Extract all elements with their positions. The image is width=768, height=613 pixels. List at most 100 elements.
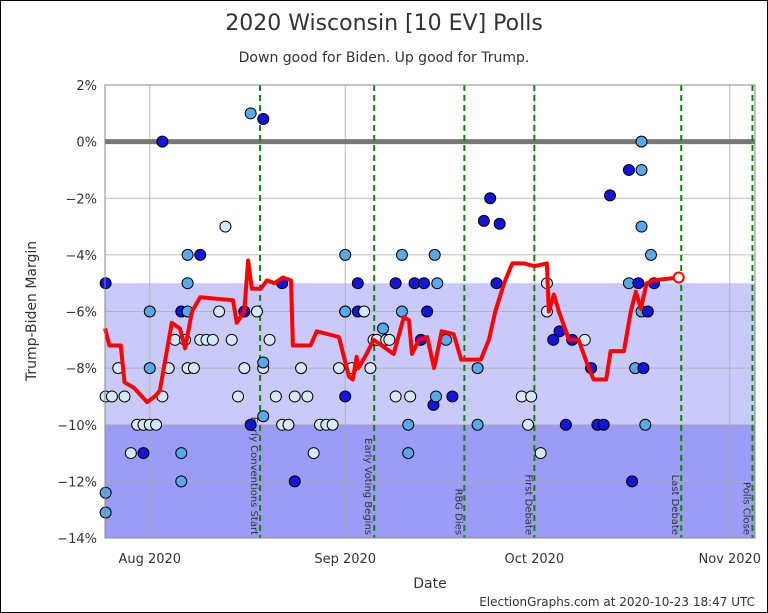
poll-point — [446, 390, 459, 403]
event-label: Polls Close — [740, 482, 751, 535]
poll-point — [181, 248, 194, 261]
poll-point — [288, 475, 301, 488]
plot-area: 2% 0% −2% −4% −6% −8% −10% −12% −14% Aug 2020 Sep … — [57, 79, 761, 567]
poll-point — [402, 447, 415, 460]
poll-point — [301, 390, 314, 403]
poll-point — [295, 362, 308, 375]
y-tick-label: −2% — [65, 192, 97, 207]
poll-point — [522, 418, 535, 431]
poll-point — [377, 322, 390, 335]
y-tick-label: −14% — [57, 532, 97, 547]
poll-point — [143, 305, 156, 318]
poll-point — [339, 305, 352, 318]
poll-point — [351, 277, 364, 290]
poll-point — [421, 305, 434, 318]
poll-point — [635, 220, 648, 233]
poll-point — [175, 475, 188, 488]
poll-point — [484, 192, 497, 205]
poll-point — [206, 333, 219, 346]
y-tick-label: 0% — [76, 136, 97, 151]
poll-point — [257, 112, 270, 125]
event-label: Early Voting Begins — [362, 438, 373, 535]
poll-point — [402, 418, 415, 431]
poll-point — [364, 362, 377, 375]
poll-point — [219, 220, 232, 233]
poll-point — [194, 248, 207, 261]
x-tick-label: Oct 2020 — [504, 552, 564, 567]
poll-point — [339, 390, 352, 403]
poll-point — [99, 486, 112, 499]
poll-point — [639, 418, 652, 431]
event-label: RBG Dies — [452, 489, 463, 535]
poll-point — [105, 390, 118, 403]
poll-point — [225, 333, 238, 346]
x-tick-label: Sep 2020 — [314, 552, 376, 567]
poll-point — [428, 248, 441, 261]
poll-point — [493, 217, 506, 230]
poll-point — [358, 305, 371, 318]
poll-point — [559, 418, 572, 431]
poll-point — [622, 163, 635, 176]
poll-point — [389, 390, 402, 403]
y-tick-label: −8% — [65, 362, 97, 377]
poll-point — [250, 305, 263, 318]
event-label: Last Debate — [669, 475, 680, 535]
poll-point — [632, 277, 645, 290]
poll-point — [395, 305, 408, 318]
y-tick-label: 2% — [76, 79, 97, 94]
poll-point — [213, 305, 226, 318]
poll-point — [156, 135, 169, 148]
poll-point — [471, 418, 484, 431]
y-axis-label: Trump-Biden Margin — [24, 241, 40, 382]
poll-point — [637, 362, 650, 375]
y-tick-label: −4% — [65, 249, 97, 264]
x-axis-label: Date — [413, 576, 446, 592]
poll-point — [418, 277, 431, 290]
poll-point — [257, 410, 270, 423]
poll-point — [99, 506, 112, 519]
poll-point — [339, 248, 352, 261]
poll-point — [635, 163, 648, 176]
poll-point — [383, 333, 396, 346]
poll-point — [244, 107, 257, 120]
plot-border — [104, 84, 756, 539]
poll-point — [124, 447, 137, 460]
poll-point — [395, 248, 408, 261]
poll-point — [431, 277, 444, 290]
poll-point — [150, 418, 163, 431]
poll-point — [137, 447, 150, 460]
poll-point — [118, 390, 131, 403]
poll-point — [326, 418, 339, 431]
poll-point — [269, 390, 282, 403]
poll-point — [238, 362, 251, 375]
x-tick-label: Nov 2020 — [698, 552, 761, 567]
poll-point — [641, 305, 654, 318]
y-tick-label: −12% — [57, 475, 97, 490]
footer: ElectionGraphs.com at 2020-10-23 18:47 U… — [479, 595, 755, 609]
event-label: First Debate — [522, 474, 533, 535]
poll-point — [99, 277, 112, 290]
poll-point — [404, 390, 417, 403]
poll-point — [181, 277, 194, 290]
chart-title: 2020 Wisconsin [10 EV] Polls — [225, 11, 543, 36]
poll-point — [389, 277, 402, 290]
poll-point — [232, 390, 245, 403]
poll-point — [547, 333, 560, 346]
poll-point — [307, 447, 320, 460]
poll-point — [626, 475, 639, 488]
poll-point — [534, 447, 547, 460]
poll-point — [175, 447, 188, 460]
poll-point — [332, 362, 345, 375]
poll-point — [288, 390, 301, 403]
poll-point — [257, 356, 270, 369]
poll-point — [187, 362, 200, 375]
y-tick-label: −10% — [57, 419, 97, 434]
chart-subtitle: Down good for Biden. Up good for Trump. — [239, 50, 530, 66]
poll-point — [429, 390, 442, 403]
poll-point — [244, 418, 257, 431]
poll-point — [635, 135, 648, 148]
poll-point — [471, 362, 484, 375]
poll-point — [525, 390, 538, 403]
poll-point — [477, 214, 490, 227]
